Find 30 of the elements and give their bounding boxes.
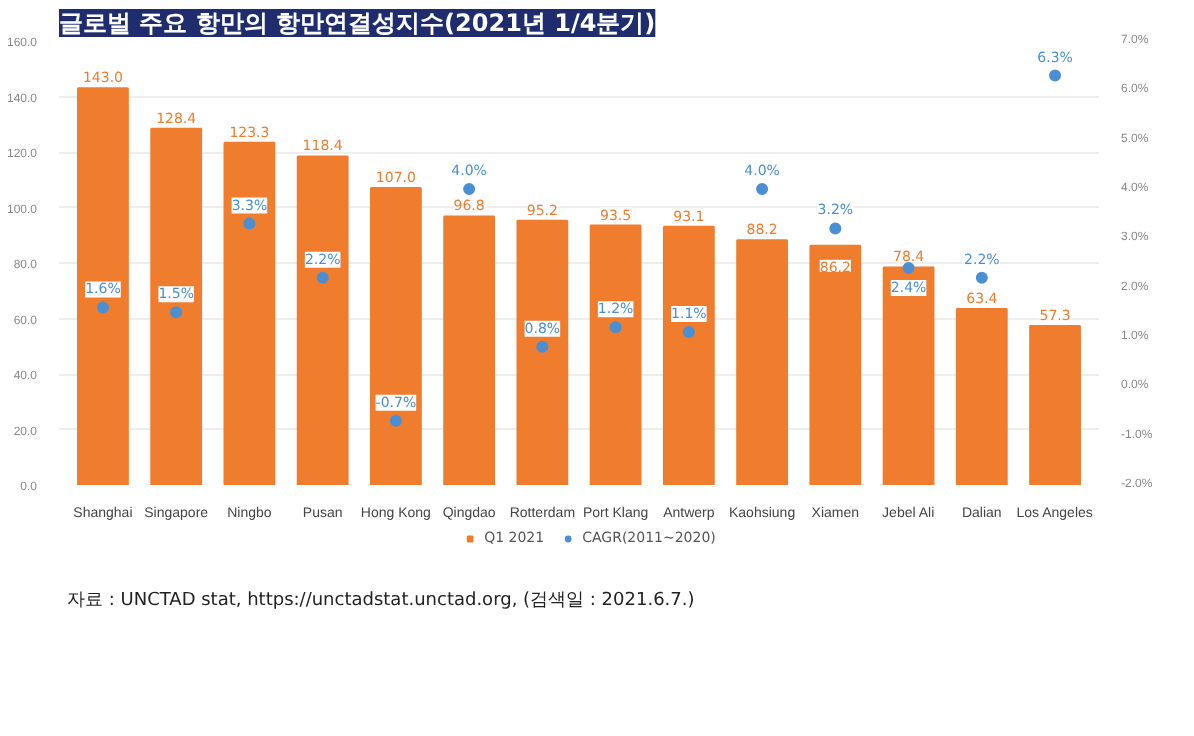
bar: [296, 155, 349, 485]
bar: [516, 219, 569, 485]
bar: [662, 225, 715, 485]
point: [243, 217, 256, 230]
bar: [150, 127, 203, 485]
bar: [955, 308, 1008, 485]
bar: [443, 215, 496, 485]
point: [463, 183, 476, 195]
point: [389, 414, 402, 427]
point: [682, 326, 695, 339]
point: [170, 306, 183, 319]
point: [609, 321, 622, 334]
point: [975, 271, 988, 284]
point: [902, 261, 915, 274]
point: [536, 340, 549, 353]
bar: [370, 187, 422, 485]
bar: [223, 141, 276, 485]
text: 자료 : UNCTAD stat, https://unctadstat.unctad.org, (검색일 : 2021.6.7.): [67, 591, 695, 611]
chart-title: 글로벌 주요 항만의 항만연결성지수(2021년 1/4분기): [59, 9, 656, 37]
point: [829, 222, 842, 235]
point: [96, 301, 109, 314]
bar: [809, 244, 862, 485]
bar: [882, 266, 935, 485]
bar: [736, 239, 788, 485]
bar: [589, 224, 642, 485]
bar: [1029, 324, 1081, 485]
point: [1049, 69, 1062, 82]
point: [316, 271, 329, 284]
bar: [77, 87, 129, 485]
point: [756, 183, 769, 195]
